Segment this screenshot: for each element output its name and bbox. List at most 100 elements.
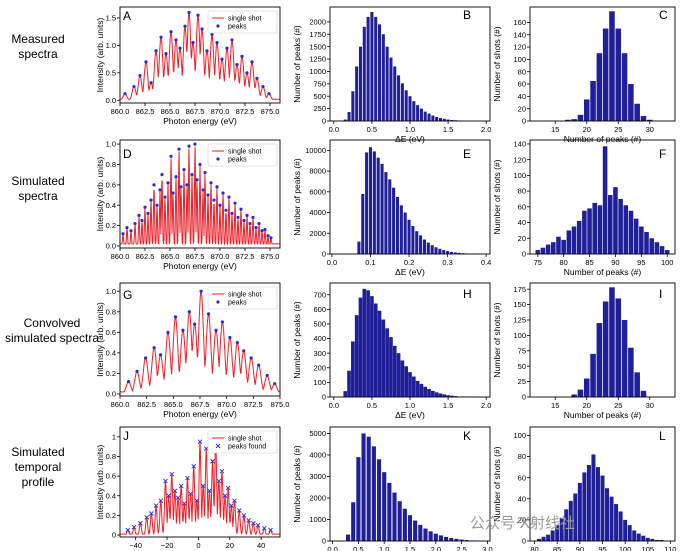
histogram-bar [407,219,411,254]
histogram-bar [446,119,450,121]
peak-marker [185,475,190,481]
x-tick-label: 85 [585,258,593,267]
y-tick-label: 0.0 [106,96,116,105]
x-tick-label: 867.5 [186,107,205,116]
histogram-bar [381,319,386,397]
y-tick-label: 100 [513,171,526,180]
peak-marker [135,369,139,373]
y-tick-label: 3000 [309,472,326,481]
peak-marker [129,229,133,233]
peak-marker [242,349,246,353]
x-tick-label: 3.0 [482,545,492,551]
y-tick-label: 1250 [309,55,326,64]
legend-label: single shot [228,436,262,443]
y-axis-label: Number of peaks (#) [292,301,302,379]
histogram-bar [343,119,347,121]
peak-marker [138,520,143,526]
histogram-bar [427,113,431,121]
histogram-bar [370,296,374,397]
y-tick-label: 0.0 [106,242,116,251]
peak-marker [121,232,125,236]
histogram-bar [389,57,393,121]
y-tick-label: 300 [313,349,326,358]
y-tick-label: 20 [518,515,526,524]
x-tick-label: 95 [598,545,606,551]
x-tick-label: 105 [642,545,655,551]
histogram-bar [411,376,416,397]
peak-marker [125,226,129,230]
chart-panel-b: 0.0 0.5 1.0 1.5 2.0 0 250 500 750 1000 1250 1500 175… [292,6,491,144]
peak-marker [250,60,254,64]
y-tick-label: 1750 [309,30,326,39]
histogram-bar [435,117,439,121]
x-tick-label: 90 [611,258,619,267]
histogram-bar [628,347,634,397]
peak-marker [174,175,178,179]
x-tick-label: −20 [161,541,174,550]
histogram-bar [545,244,551,254]
y-tick-label: 0.4 [106,491,116,500]
x-tick-label: 75 [534,258,542,267]
peak-marker [178,483,184,489]
plot-frame [119,6,281,104]
peak-marker [235,340,239,345]
y-tick-label: 0 [322,393,326,402]
peak-marker [245,71,249,75]
panel-letter: C [659,8,668,22]
peak-marker [182,167,186,172]
peak-marker [216,478,222,484]
histogram-bar [423,111,427,121]
x-tick-label: 862.5 [136,252,155,261]
histogram-bar [449,251,453,254]
peak-marker [143,205,147,209]
chart-panel-a: 860.0 862.5 865.0 867.5 870.0 872.5 875.0 0.0 0.… [95,6,281,126]
y-tick-label: 4000 [309,208,326,217]
histogram-bar [362,288,367,397]
y-tick-label: 500 [313,320,326,329]
spectrum-line [120,290,280,393]
x-tick-label: 1.0 [379,545,389,551]
y-tick-label: 0 [522,250,526,259]
peak-marker [166,330,170,334]
peak-marker [236,215,240,220]
y-tick-label: 140 [513,30,526,39]
panel-letter: D [123,147,132,161]
y-tick-label: 0.8 [106,452,116,461]
histogram-bar [577,114,584,121]
chart-panel-i: 15 20 25 30 0 25 50 75 100 125 150 175 Number of pea… [492,282,676,420]
peak-marker [193,322,197,326]
histogram-bar [407,515,413,541]
histogram-bar [418,524,423,541]
histogram-bar [392,187,396,254]
x-tick-label: 872.5 [236,107,255,116]
legend-box [207,430,278,454]
legend-label: single shot [228,149,262,156]
x-tick-label: 0.2 [404,258,414,267]
peak-marker [241,513,247,518]
histogram-bar [395,197,400,254]
histogram-bar [613,187,618,254]
x-tick-label: 867.5 [186,252,205,261]
peak-marker [261,525,267,531]
histogram-bar [423,386,428,397]
panel-letter: E [463,147,471,161]
peak-marker [222,493,228,499]
peak-marker [269,236,273,240]
panel-letter: J [123,429,129,443]
y-tick-label: 0.4 [106,201,116,210]
histogram-bar [399,205,403,254]
y-tick-label: 125 [513,316,526,325]
histogram-bar [370,11,374,122]
histogram-bar [576,220,582,254]
histogram-bar [374,16,378,122]
histogram-bar [404,366,409,397]
histogram-bar [561,239,566,254]
peak-marker [205,49,209,53]
y-axis-label: Intensity (arb. units) [95,445,105,520]
peak-marker [181,328,185,332]
histogram-bar [385,46,389,121]
spectrum-line [120,439,280,536]
